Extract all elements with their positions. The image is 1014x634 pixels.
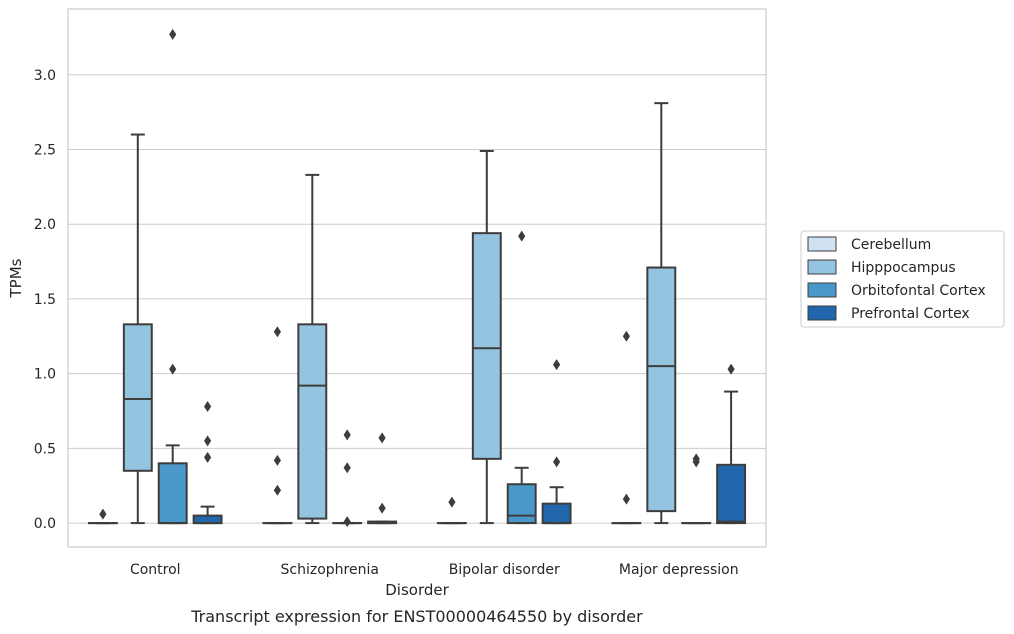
y-tick-label: 0.0 <box>34 516 56 532</box>
box-iqr <box>157 462 188 525</box>
outlier-point <box>273 484 281 496</box>
box-iqr <box>122 323 153 472</box>
outlier-point <box>553 359 561 371</box>
outlier-point <box>204 435 212 447</box>
outlier-point <box>204 451 212 463</box>
outlier-point <box>727 363 735 375</box>
box-hipppocampus <box>122 133 153 525</box>
outlier-point <box>99 508 107 520</box>
x-tick-label: Control <box>130 562 181 578</box>
outlier-point <box>622 330 630 342</box>
box-prefrontal-cortex <box>192 401 223 525</box>
y-tick-labels: 0.0 0.5 1.0 1.5 2.0 2.5 3.0 <box>34 68 56 532</box>
legend-label: Prefrontal Cortex <box>851 306 970 322</box>
outlier-point <box>553 456 561 468</box>
box-cerebellum <box>436 496 467 525</box>
box-orbitofontal-cortex <box>157 28 188 525</box>
box-orbitofontal-cortex <box>681 453 712 525</box>
x-tick-label: Bipolar disorder <box>449 562 560 578</box>
outlier-point <box>169 363 177 375</box>
legend-frame <box>800 230 1005 328</box>
legend-label: Cerebellum <box>851 237 931 253</box>
legend-swatch <box>807 236 837 252</box>
box-iqr <box>646 266 677 513</box>
outlier-point <box>273 454 281 466</box>
outlier-point <box>448 496 456 508</box>
outlier-point <box>273 326 281 338</box>
plot-frame <box>67 8 767 548</box>
box-iqr <box>471 232 502 460</box>
chart-caption: Transcript expression for ENST0000046455… <box>190 607 643 626</box>
y-tick-label: 2.5 <box>34 142 56 158</box>
outlier-point <box>692 453 700 465</box>
y-tick-label: 2.0 <box>34 217 56 233</box>
outlier-point <box>343 516 351 528</box>
box-prefrontal-cortex <box>716 363 747 525</box>
outlier-point <box>343 462 351 474</box>
outlier-point <box>622 493 630 505</box>
legend-swatch <box>807 259 837 275</box>
box-cerebellum <box>87 508 118 525</box>
boxes-layer <box>87 28 747 528</box>
legend-label: Orbitofontal Cortex <box>851 283 986 299</box>
legend-swatch <box>807 282 837 298</box>
x-tick-label: Major depression <box>619 562 739 578</box>
box-iqr <box>297 323 328 520</box>
outlier-point <box>378 502 386 514</box>
legend: Cerebellum Hipppocampus Orbitofontal Corte… <box>800 230 1005 328</box>
legend-swatch <box>807 305 837 321</box>
y-tick-label: 1.0 <box>34 367 56 383</box>
box-prefrontal-cortex <box>367 432 398 525</box>
y-axis-label: TPMs <box>7 258 25 298</box>
box-orbitofontal-cortex <box>332 429 363 528</box>
outlier-point <box>378 432 386 444</box>
box-orbitofontal-cortex <box>506 230 537 525</box>
box-cerebellum <box>611 330 642 525</box>
box-iqr <box>716 463 747 525</box>
outlier-point <box>343 429 351 441</box>
box-prefrontal-cortex <box>541 359 572 525</box>
y-tick-label: 3.0 <box>34 68 56 84</box>
legend-label: Hipppocampus <box>851 260 956 276</box>
box-iqr <box>541 502 572 525</box>
box-hipppocampus <box>471 149 502 525</box>
outlier-point <box>204 401 212 413</box>
box-hipppocampus <box>646 102 677 525</box>
x-tick-labels: Control Schizophrenia Bipolar disorder Majo… <box>130 562 739 578</box>
y-tick-label: 0.5 <box>34 441 56 457</box>
outlier-point <box>169 28 177 40</box>
x-tick-label: Schizophrenia <box>281 562 379 578</box>
box-cerebellum <box>262 326 293 525</box>
outlier-point <box>518 230 526 242</box>
box-iqr <box>506 483 537 525</box>
box-iqr <box>192 514 223 525</box>
box-hipppocampus <box>297 173 328 525</box>
x-axis-label: Disorder <box>385 581 449 599</box>
y-tick-label: 1.5 <box>34 292 56 308</box>
